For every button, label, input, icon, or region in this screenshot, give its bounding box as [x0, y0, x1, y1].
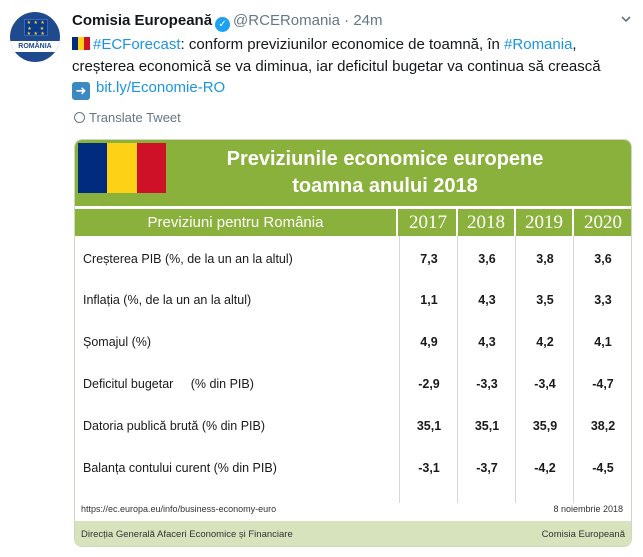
row-value: -4,2 [534, 461, 556, 475]
tweet-text-part2: , creșterea economică se va diminua, iar… [72, 36, 601, 75]
romania-flag-icon [72, 37, 90, 50]
author-name[interactable]: Comisia Europeană [72, 12, 213, 29]
row-value: 7,3 [420, 252, 438, 266]
row-value: -3,7 [476, 461, 498, 475]
publication-date: 8 noiembrie 2018 [553, 504, 623, 514]
hashtag-romania[interactable]: #Romania [504, 36, 573, 53]
tweet-text-part1: : conform previziunilor economice de toa… [180, 36, 505, 53]
infographic-header: Previziunile economice europene toamna a… [75, 140, 631, 206]
translate-label: Translate Tweet [89, 110, 181, 125]
row-value: 3,6 [594, 252, 612, 266]
row-value: -3,1 [418, 461, 440, 475]
column-divider [457, 236, 458, 503]
tweet-link[interactable]: bit.ly/Economie-RO [96, 79, 226, 96]
row-value: 35,1 [416, 419, 442, 433]
table-row: Deficitul bugetar (% din PIB) -2,9 -3,3 … [75, 363, 631, 405]
column-divider [573, 236, 574, 503]
chevron-down-icon[interactable] [621, 14, 631, 24]
column-divider [515, 236, 516, 503]
row-value: -2,9 [418, 377, 440, 391]
row-value: 3,6 [478, 252, 496, 266]
row-label: Balanța contului curent (% din PIB) [83, 461, 277, 475]
row-value: 4,1 [594, 335, 612, 349]
infographic-title-line2: toamna anului 2018 [292, 175, 478, 197]
row-value: 4,3 [478, 293, 496, 307]
avatar-label: ROMÂNIA [10, 41, 60, 52]
row-value: -3,4 [534, 377, 556, 391]
row-label: Șomajul (%) [83, 335, 152, 349]
header-separator: · [344, 12, 350, 29]
infographic-title-line1: Previziunile economice europene [226, 148, 544, 170]
table-row: Șomajul (%) 4,9 4,3 4,2 4,1 [75, 321, 631, 363]
row-value: 1,1 [420, 293, 438, 307]
infographic-footer: Direcția Generală Afaceri Economice și F… [75, 521, 631, 546]
row-label: Inflația (%, de la un an la altul) [83, 293, 252, 307]
row-label: Datoria publică brută (% din PIB) [83, 419, 266, 433]
author-handle[interactable]: @RCERomania [233, 12, 340, 29]
table-header-label: Previziuni pentru România [75, 209, 398, 236]
row-value: 3,5 [536, 293, 554, 307]
table-row: Inflația (%, de la un an la altul) 1,1 4… [75, 279, 631, 321]
row-label: Deficitul bugetar (% din PIB) [83, 377, 254, 391]
eu-flag-icon [24, 19, 48, 36]
infographic-image[interactable]: Previziunile economice europene toamna a… [74, 139, 632, 547]
avatar[interactable]: ★ ★ ★ ★ ★ ★ ★ ★ ROMÂNIA [10, 12, 60, 62]
globe-icon [74, 112, 85, 123]
row-value: 38,2 [590, 419, 616, 433]
romania-large-flag-icon [78, 143, 166, 193]
year-header: 2018 [458, 209, 516, 236]
eu-stars-icon: ★ ★ ★ ★ ★ ★ ★ ★ [26, 20, 46, 37]
row-value: 3,8 [536, 252, 554, 266]
row-value: 4,9 [420, 335, 438, 349]
column-divider [399, 236, 400, 503]
table-row: Creșterea PIB (%, de la un an la altul) … [75, 238, 631, 280]
table-row: Balanța contului curent (% din PIB) -3,1… [75, 447, 631, 489]
hashtag-ecforecast[interactable]: #ECForecast [93, 36, 181, 53]
row-value: 4,3 [478, 335, 496, 349]
row-label: Creșterea PIB (%, de la un an la altul) [83, 252, 293, 266]
row-value: 35,1 [474, 419, 500, 433]
year-header: 2017 [400, 209, 458, 236]
row-value: 35,9 [532, 419, 558, 433]
row-value: -3,3 [476, 377, 498, 391]
year-header: 2020 [584, 212, 622, 233]
row-value: -4,7 [592, 377, 614, 391]
table-row: Datoria publică brută (% din PIB) 35,1 3… [75, 405, 631, 447]
right-arrow-icon: ➜ [72, 82, 90, 100]
translate-tweet[interactable]: Translate Tweet [74, 110, 181, 125]
tweet-header: Comisia Europeană ✓ @RCERomania · 24m [72, 12, 633, 32]
footer-commission: Comisia Europeană [541, 529, 625, 540]
tweet-text: #ECForecast: conform previziunilor econo… [72, 34, 632, 100]
row-value: -4,5 [592, 461, 614, 475]
footer-directorate: Direcția Generală Afaceri Economice și F… [81, 529, 293, 540]
source-url: https://ec.europa.eu/info/business-econo… [81, 504, 277, 514]
row-value: 3,3 [594, 293, 612, 307]
verified-icon: ✓ [215, 17, 231, 32]
year-header: 2019 [516, 209, 574, 236]
row-value: 4,2 [536, 335, 554, 349]
table-header: Previziuni pentru România 2017 2018 2019… [75, 206, 631, 236]
tweet-time[interactable]: 24m [353, 12, 383, 29]
